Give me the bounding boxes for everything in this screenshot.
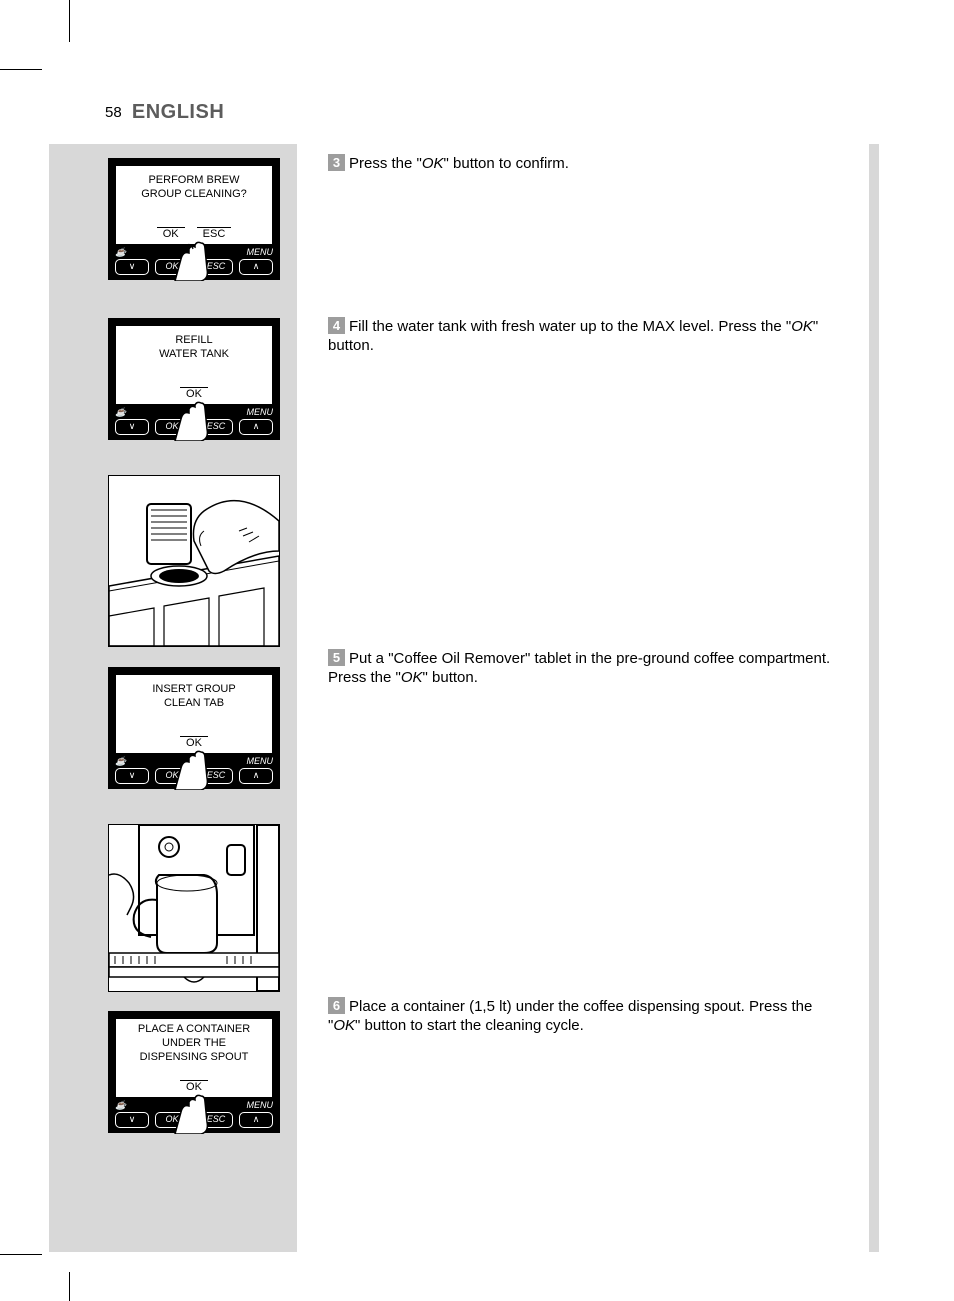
hand-pointer-icon	[167, 399, 217, 441]
hand-pointer-icon	[167, 1092, 217, 1134]
step-6-instruction: 6Place a container (1,5 lt) under the co…	[328, 997, 848, 1036]
illustration-place-container	[108, 824, 280, 992]
step-text: " button.	[423, 669, 478, 686]
crop-mark	[0, 1254, 42, 1255]
page-number: 58	[105, 104, 122, 121]
display-line: CLEAN TAB	[116, 697, 272, 711]
up-button[interactable]: ∧	[239, 1112, 273, 1128]
menu-label: MENU	[247, 407, 274, 417]
crop-mark	[69, 0, 70, 42]
step-text: " button to start the cleaning cycle.	[355, 1017, 584, 1034]
display-line: REFILL	[116, 334, 272, 348]
down-button[interactable]: ∨	[115, 259, 149, 275]
language-label: ENGLISH	[132, 101, 224, 123]
display-inner: INSERT GROUP CLEAN TAB OK	[116, 675, 272, 753]
coffee-icon: ☕	[115, 247, 126, 258]
display-inner: REFILL WATER TANK OK	[116, 326, 272, 404]
step-badge: 5	[328, 649, 345, 666]
display-line: DISPENSING SPOUT	[116, 1051, 272, 1065]
display-line: INSERT GROUP	[116, 683, 272, 697]
coffee-icon: ☕	[115, 756, 126, 767]
step-badge: 4	[328, 317, 345, 334]
manual-page: 58 ENGLISH 3Press the "OK" button to con…	[0, 0, 954, 1301]
menu-label: MENU	[247, 247, 274, 257]
step-5-instruction: 5Put a "Coffee Oil Remover" tablet in th…	[328, 649, 848, 688]
ok-label-ref: OK	[791, 318, 813, 335]
display-screen-refill-tank: REFILL WATER TANK OK ☕ MENU ∨ OK ESC ∧	[108, 318, 280, 440]
menu-label: MENU	[247, 756, 274, 766]
step-badge: 6	[328, 997, 345, 1014]
up-button[interactable]: ∧	[239, 259, 273, 275]
display-inner: PLACE A CONTAINER UNDER THE DISPENSING S…	[116, 1019, 272, 1097]
up-button[interactable]: ∧	[239, 768, 273, 784]
step-text: " button to confirm.	[444, 155, 569, 172]
display-line: PERFORM BREW	[116, 174, 272, 188]
display-text: PLACE A CONTAINER UNDER THE DISPENSING S…	[116, 1019, 272, 1064]
step-text: Press the "	[349, 155, 422, 172]
crop-mark	[0, 69, 42, 70]
down-button[interactable]: ∨	[115, 419, 149, 435]
display-inner: PERFORM BREW GROUP CLEANING? OKESC	[116, 166, 272, 244]
coffee-icon: ☕	[115, 407, 126, 418]
display-line: PLACE A CONTAINER	[116, 1023, 272, 1037]
display-text: PERFORM BREW GROUP CLEANING?	[116, 166, 272, 202]
display-line: GROUP CLEANING?	[116, 188, 272, 202]
display-text: INSERT GROUP CLEAN TAB	[116, 675, 272, 711]
container-illustration-svg	[109, 825, 279, 991]
display-text: REFILL WATER TANK	[116, 326, 272, 362]
display-screen-brew-cleaning: PERFORM BREW GROUP CLEANING? OKESC ☕ MEN…	[108, 158, 280, 280]
content-inner-white	[297, 144, 869, 1252]
step-3-instruction: 3Press the "OK" button to confirm.	[328, 154, 848, 174]
ok-label-ref: OK	[422, 155, 444, 172]
illustration-insert-tablet	[108, 475, 280, 647]
hand-pointer-icon	[167, 239, 217, 281]
display-line: UNDER THE	[116, 1037, 272, 1051]
ok-label-ref: OK	[401, 669, 423, 686]
up-button[interactable]: ∧	[239, 419, 273, 435]
menu-label: MENU	[247, 1100, 274, 1110]
step-4-instruction: 4Fill the water tank with fresh water up…	[328, 317, 848, 356]
hand-pointer-icon	[167, 748, 217, 790]
display-screen-place-container: PLACE A CONTAINER UNDER THE DISPENSING S…	[108, 1011, 280, 1133]
coffee-icon: ☕	[115, 1100, 126, 1111]
step-text: Fill the water tank with fresh water up …	[349, 318, 791, 335]
display-screen-insert-tab: INSERT GROUP CLEAN TAB OK ☕ MENU ∨ OK ES…	[108, 667, 280, 789]
ok-label-ref: OK	[333, 1017, 355, 1034]
page-header: 58 ENGLISH	[105, 101, 224, 124]
display-line: WATER TANK	[116, 348, 272, 362]
tablet-illustration-svg	[109, 476, 279, 646]
step-badge: 3	[328, 154, 345, 171]
down-button[interactable]: ∨	[115, 1112, 149, 1128]
crop-mark	[69, 1272, 70, 1301]
down-button[interactable]: ∨	[115, 768, 149, 784]
